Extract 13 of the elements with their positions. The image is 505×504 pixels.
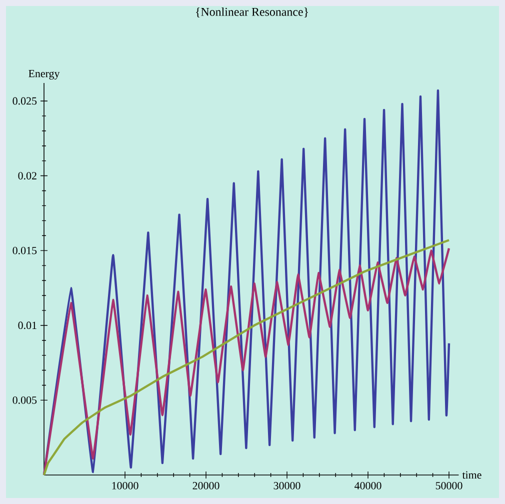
x-tick-label: 20000: [192, 482, 220, 490]
y-tick-label: 0.02: [18, 172, 36, 180]
x-tick-label: 10000: [112, 482, 138, 490]
x-tick-label: 50000: [436, 482, 462, 490]
y-axis-title: Energy: [28, 70, 60, 80]
x-tick-label: 40000: [354, 482, 382, 490]
y-tick-label: 0.025: [12, 97, 37, 105]
y-tick-label: 0.01: [18, 322, 36, 330]
chart-title: {Nonlinear Resonance}: [196, 8, 308, 18]
y-tick-label: 0.005: [12, 396, 37, 404]
x-axis-title: time: [462, 471, 482, 479]
y-tick-label: 0.015: [12, 246, 37, 254]
x-tick-label: 30000: [274, 482, 300, 490]
